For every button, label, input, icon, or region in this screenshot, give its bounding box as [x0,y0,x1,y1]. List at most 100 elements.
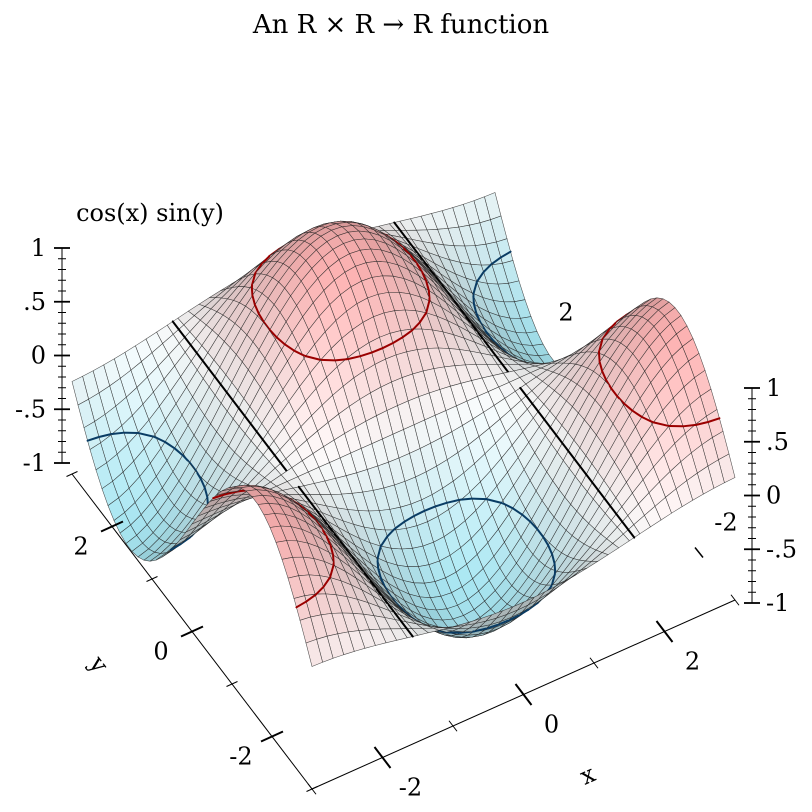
contour-line [707,417,721,424]
contour-line [315,585,325,596]
y-tick [226,681,238,687]
contour-line [489,347,498,358]
contour-line [549,426,558,437]
contour-line [195,351,204,362]
contour-line [327,525,336,536]
contour-line [207,367,216,378]
contour-line [303,493,312,504]
contour-line [610,387,619,398]
contour-line [411,245,420,256]
contour-line [472,294,475,305]
contour-line [305,593,317,603]
chart-title: An R × R → R function [252,10,550,40]
contour-line [267,446,276,457]
contour-line [608,322,617,331]
contour-line [379,535,389,548]
contour-line [561,442,570,452]
x-tick [448,720,458,732]
contour-line [681,424,696,428]
contour-line [137,432,155,438]
contour-line [555,434,564,445]
y-tick-label: -2 [229,743,252,771]
contour-line [243,414,252,425]
contour-line [507,614,520,622]
y-far-tick-label: 2 [558,299,573,327]
contour-line [304,355,322,361]
contour-line [297,485,306,496]
x-tick [730,594,740,606]
contour-line [403,514,416,523]
z-tick-label: .5 [766,428,789,456]
contour-line [376,559,380,570]
contour-line [483,339,492,350]
contour-line [164,441,176,450]
contour-line [484,623,499,630]
contour-line [369,580,378,591]
contour-line [183,336,192,347]
contour-line [460,497,473,501]
contour-line [255,430,264,441]
contour-line [482,263,492,274]
contour-line [601,370,608,382]
contour-line [309,501,318,512]
contour-line [213,375,222,386]
contour-line [189,344,198,354]
y-far-tick-label: -2 [714,509,737,537]
contour-line [609,505,618,515]
contour-line [315,509,324,520]
contour-line [173,447,184,457]
z-tick-label: .5 [23,288,46,316]
contour-line [377,567,382,579]
contour-line [251,294,256,306]
z-tick-label: 0 [31,342,46,370]
z-tick-label: -1 [766,589,789,617]
contour-line [476,271,485,283]
contour-line [521,513,532,523]
contour-line [225,391,234,402]
contour-line [257,312,265,324]
contour-line [471,323,480,334]
contour-line [616,395,621,400]
contour-line [322,576,331,588]
contour-line [410,255,419,266]
y-tick [66,471,78,477]
y-tick [100,520,124,533]
y-tick [180,625,204,638]
x-tick [514,683,533,706]
contour-line [268,328,278,339]
contour-line [231,399,240,410]
contour-line [585,473,594,484]
contour-line [386,528,395,538]
contour-line [329,544,335,556]
x-tick [373,746,392,769]
contour-line [536,528,545,538]
z-tick-label: -.5 [766,535,797,563]
y-tick-label: 0 [153,638,168,666]
contour-line [477,331,486,342]
contour-line [283,343,296,352]
contour-line [547,544,554,556]
contour-line [567,449,576,460]
surface-quad [305,638,323,667]
contour-line [598,360,604,373]
x-tick-label: 0 [544,711,559,739]
y-far-tick [694,547,704,558]
contour-line [511,507,524,516]
contour-line [347,355,362,360]
contour-line [597,489,606,500]
contour-line [199,477,206,489]
x-tick [589,657,599,669]
contour-line [542,535,550,547]
contour-line [188,461,197,472]
contour-line [496,619,510,626]
contour-line [155,436,167,443]
contour-line [237,407,246,417]
contour-line [262,321,271,331]
contour-line [490,256,502,266]
contour-line [425,280,430,292]
contour-line [381,342,394,350]
contour-line [381,596,390,606]
contour-line [519,386,528,397]
contour-line [111,431,126,435]
contour-line [399,619,408,630]
